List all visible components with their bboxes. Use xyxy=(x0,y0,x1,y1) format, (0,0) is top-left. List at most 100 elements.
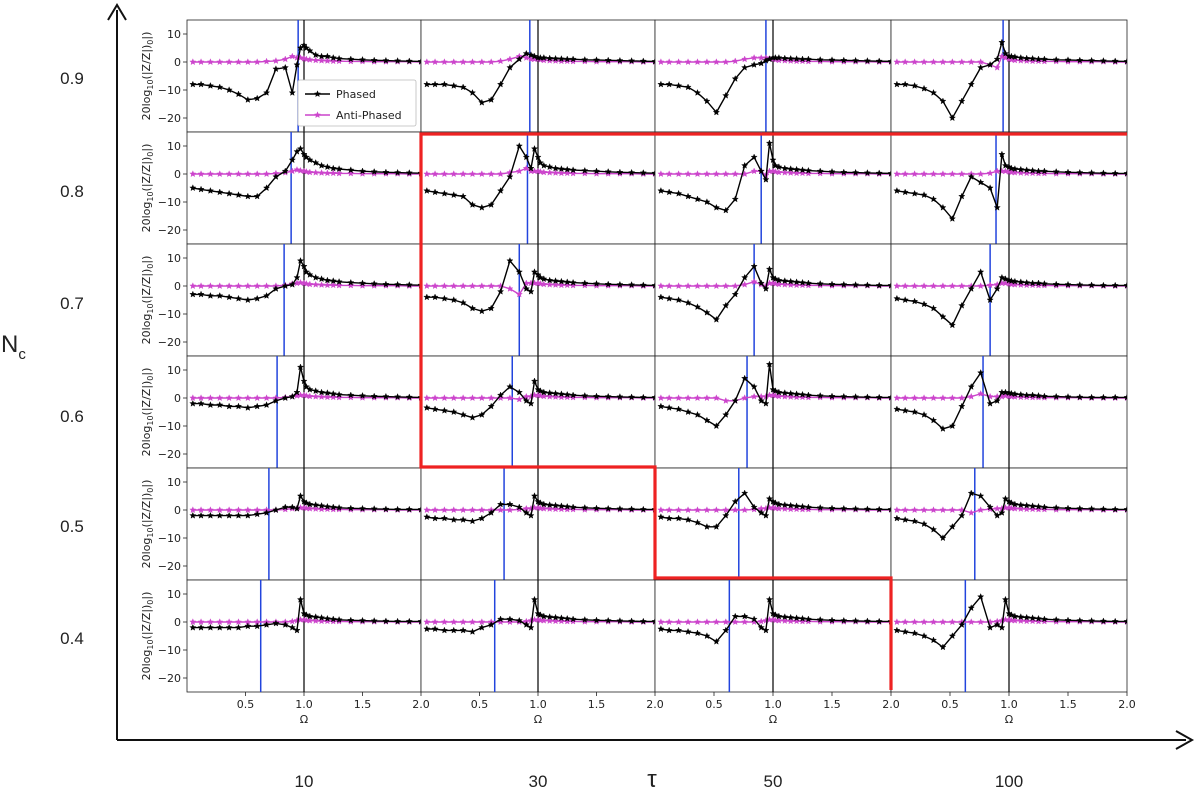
phased-point xyxy=(468,201,477,208)
anti-phased-point xyxy=(781,392,789,400)
phased-point xyxy=(540,388,548,396)
phased-point xyxy=(263,509,271,516)
phased-point xyxy=(431,625,439,633)
phased-point xyxy=(675,189,683,197)
phased-point xyxy=(405,281,413,288)
phased-point xyxy=(329,164,337,172)
anti-phased-point xyxy=(506,285,514,292)
anti-phased-point xyxy=(431,170,439,178)
panel-r3-c3 xyxy=(890,355,1128,469)
anti-phased-point xyxy=(929,618,938,626)
anti-phased-point xyxy=(459,618,467,626)
anti-phased-point xyxy=(775,392,783,400)
phased-point xyxy=(741,489,749,497)
phased-point xyxy=(382,505,390,513)
nc-label: 0.4 xyxy=(60,629,84,648)
phased-point xyxy=(616,168,624,176)
anti-phased-point xyxy=(1023,169,1031,177)
anti-phased-point xyxy=(540,616,548,624)
anti-phased-point xyxy=(939,58,947,66)
phased-point xyxy=(206,82,214,89)
phased-point xyxy=(793,278,801,286)
anti-phased-point xyxy=(703,394,711,402)
anti-phased-point xyxy=(478,282,486,290)
anti-phased-point xyxy=(675,618,683,626)
phased-point xyxy=(569,391,577,399)
phased-point xyxy=(722,511,730,519)
phased-point xyxy=(478,514,486,522)
phased-point xyxy=(497,80,505,88)
anti-phased-point xyxy=(189,282,197,290)
phased-point xyxy=(306,156,314,164)
phased-point xyxy=(741,63,749,71)
subplot-ylabel: 20log10(|Z/Z|)0|) xyxy=(140,32,155,121)
phased-point xyxy=(1076,168,1084,176)
anti-phased-point xyxy=(563,281,571,289)
phased-point xyxy=(986,296,994,304)
anti-phased-point xyxy=(798,57,807,65)
panel-r5-c1: 0.5 1.0 1.5 2.0 Ω xyxy=(420,579,664,726)
anti-phased-point xyxy=(206,618,214,626)
anti-phased-point xyxy=(557,281,565,289)
anti-phased-point xyxy=(506,618,514,626)
anti-phased-point xyxy=(347,169,355,177)
phased-point xyxy=(431,80,439,88)
phased-point xyxy=(302,499,310,507)
phased-point xyxy=(665,626,673,634)
phased-point xyxy=(771,161,779,169)
anti-phased-point xyxy=(440,394,448,402)
anti-phased-point xyxy=(1040,505,1048,513)
phased-point xyxy=(887,169,891,177)
phased-point xyxy=(335,278,343,285)
phased-point xyxy=(581,56,589,63)
phased-point xyxy=(787,54,795,62)
phased-point xyxy=(253,294,261,302)
phased-point xyxy=(775,388,783,396)
anti-phased-point xyxy=(306,56,314,63)
phased-point xyxy=(563,614,571,622)
phased-point xyxy=(1007,499,1015,507)
phased-point xyxy=(281,394,289,402)
anti-phased-point xyxy=(920,506,928,514)
phased-point xyxy=(875,169,883,177)
phased-point xyxy=(665,404,673,411)
anti-phased-point xyxy=(234,282,243,290)
phased-point xyxy=(757,279,765,287)
phased-point xyxy=(665,514,673,522)
phased-point xyxy=(893,514,901,522)
anti-phased-point xyxy=(563,57,571,65)
phased-point xyxy=(1017,278,1025,286)
ytick-label: −20 xyxy=(158,224,181,237)
anti-phased-point xyxy=(540,504,548,512)
anti-phased-point xyxy=(781,617,789,624)
panel-r4-c1 xyxy=(420,467,656,581)
phased-point xyxy=(288,280,296,288)
phased-point xyxy=(765,139,774,147)
phased-point xyxy=(546,276,554,284)
phased-point xyxy=(712,523,720,530)
phased-point xyxy=(417,505,421,513)
anti-phased-point xyxy=(450,394,458,402)
anti-phased-point xyxy=(665,506,673,514)
ytick-label: 10 xyxy=(167,28,181,41)
phased-point xyxy=(216,511,224,519)
nc-label: 0.7 xyxy=(60,294,84,313)
phased-point xyxy=(506,173,514,180)
anti-phased-point xyxy=(1017,393,1025,401)
anti-phased-point xyxy=(536,504,544,512)
anti-phased-point xyxy=(1017,281,1025,288)
phased-point xyxy=(557,614,565,622)
anti-phased-point xyxy=(793,281,801,289)
phased-point xyxy=(281,621,289,628)
phased-point xyxy=(468,628,477,635)
phased-point xyxy=(431,514,439,522)
anti-phased-point xyxy=(347,281,355,289)
ytick-label: −10 xyxy=(158,196,181,209)
anti-phased-point xyxy=(347,393,355,401)
series-group xyxy=(657,139,891,214)
xtick-label: 1.0 xyxy=(1000,698,1018,711)
phased-point xyxy=(762,399,770,407)
phased-point xyxy=(263,89,271,96)
phased-point xyxy=(225,293,233,301)
